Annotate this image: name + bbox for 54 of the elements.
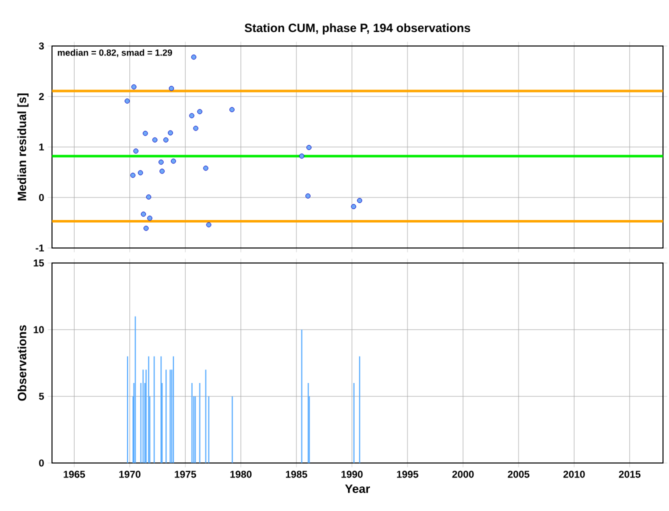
point [193,126,198,131]
point [133,148,138,154]
y-tick-label: 5 [39,392,44,400]
y-axis-title: Median residual [s] [17,94,29,200]
point [197,109,202,114]
point [168,86,174,91]
y-tick-label: 10 [34,326,44,334]
point [160,168,165,174]
x-tick-label: 1965 [64,470,86,478]
x-tick-label: 1995 [397,470,418,478]
annotation: median = 0.82, smad = 1.29 [58,49,172,58]
x-tick-label: 1980 [230,470,252,478]
point [146,194,152,200]
point [170,158,176,164]
point [189,113,194,118]
point [158,160,164,165]
x-tick-label: 2015 [618,470,640,478]
y-tick-label: 3 [38,42,44,50]
y-tick-label: 2 [39,93,44,100]
point [229,107,235,112]
point [144,226,149,231]
y-axis-title: Observations [18,325,26,401]
point [299,154,304,159]
point [351,204,356,210]
point [131,84,136,90]
point [147,216,152,221]
point [206,222,212,228]
point [357,198,362,204]
x-axis-title: Year [345,484,370,493]
x-tick-label: 1985 [286,470,308,478]
x-tick-label: 1975 [174,470,196,478]
y-tick-label: 0 [39,194,44,202]
y-tick-label: 15 [34,260,44,266]
x-tick-label: 1970 [119,470,140,478]
point [130,172,136,178]
point [124,98,130,104]
y-tick-label: 1 [39,144,44,150]
y-tick-label: -1 [36,244,44,252]
point [152,137,158,142]
point [163,137,168,142]
x-tick-label: 2010 [563,470,585,478]
x-tick-label: 1990 [341,470,363,478]
point [305,193,311,199]
point [140,212,146,217]
point [306,144,312,150]
point [138,170,143,176]
point [203,166,208,171]
x-tick-label: 2000 [452,470,474,478]
x-tick-label: 2005 [508,470,530,478]
point [191,54,196,60]
chart-title: Station CUM, phase P, 194 observations [244,23,470,35]
y-tick-label: 0 [39,459,44,467]
point [168,130,173,136]
point [142,130,148,136]
